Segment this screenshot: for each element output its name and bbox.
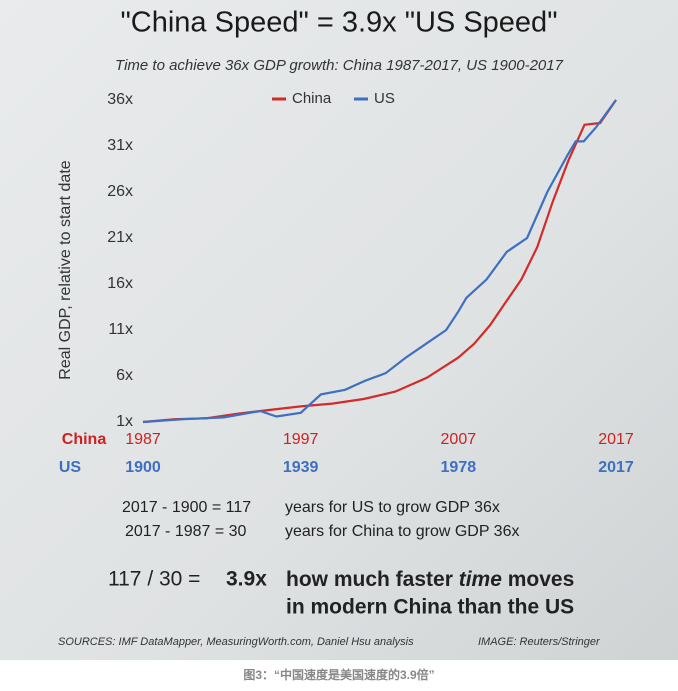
y-tick-label: 31x xyxy=(107,137,133,154)
annotation: years for US to grow GDP 36x xyxy=(285,499,500,516)
caption: 图3：“中国速度是美国速度的3.9倍” xyxy=(243,667,434,682)
conclusion-result: 3.9x xyxy=(226,568,267,591)
x2-axis-label: US xyxy=(59,459,82,476)
annotation: 2017 - 1987 = 30 xyxy=(125,523,247,540)
y-tick-label: 16x xyxy=(107,275,133,292)
x-tick-label: 1997 xyxy=(283,431,319,448)
conclusion-part: how much faster xyxy=(286,568,453,591)
chart-title: "China Speed" = 3.9x "US Speed" xyxy=(121,7,558,39)
caption-bar xyxy=(0,660,678,691)
y-tick-label: 11x xyxy=(108,321,133,338)
y-tick-label: 1x xyxy=(116,413,133,430)
x2-tick-label: 1900 xyxy=(125,459,161,476)
conclusion-text: in modern China than the US xyxy=(286,596,574,619)
y-tick-label: 21x xyxy=(107,229,133,246)
series-line xyxy=(142,99,617,424)
y-tick-label: 36x xyxy=(107,91,133,108)
conclusion-text: how much faster time moves xyxy=(286,568,574,591)
y-axis-label: Real GDP, relative to start date xyxy=(57,160,74,379)
legend-label: US xyxy=(374,90,395,107)
conclusion-part: time xyxy=(459,568,503,591)
x2-tick-label: 1939 xyxy=(283,459,319,476)
subtitle: Time to achieve 36x GDP growth: China 19… xyxy=(115,57,564,74)
x-tick-label: 2007 xyxy=(441,431,477,448)
x2-tick-label: 2017 xyxy=(598,459,634,476)
x2-tick-label: 1978 xyxy=(441,459,477,476)
x-tick-label: 1987 xyxy=(125,431,161,448)
y-tick-label: 6x xyxy=(116,367,133,384)
annotation: years for China to grow GDP 36x xyxy=(285,523,519,540)
x-axis-label: China xyxy=(62,431,107,448)
conclusion-part: moves xyxy=(508,568,575,591)
x-tick-label: 2017 xyxy=(598,431,634,448)
y-tick-label: 26x xyxy=(107,183,133,200)
legend-label: China xyxy=(292,90,332,107)
conclusion-equation: 117 / 30 = xyxy=(108,568,200,591)
background xyxy=(0,0,678,660)
annotation: 2017 - 1900 = 117 xyxy=(122,499,251,516)
image-credit: IMAGE: Reuters/Stringer xyxy=(478,636,601,648)
sources: SOURCES: IMF DataMapper, MeasuringWorth.… xyxy=(58,636,414,648)
